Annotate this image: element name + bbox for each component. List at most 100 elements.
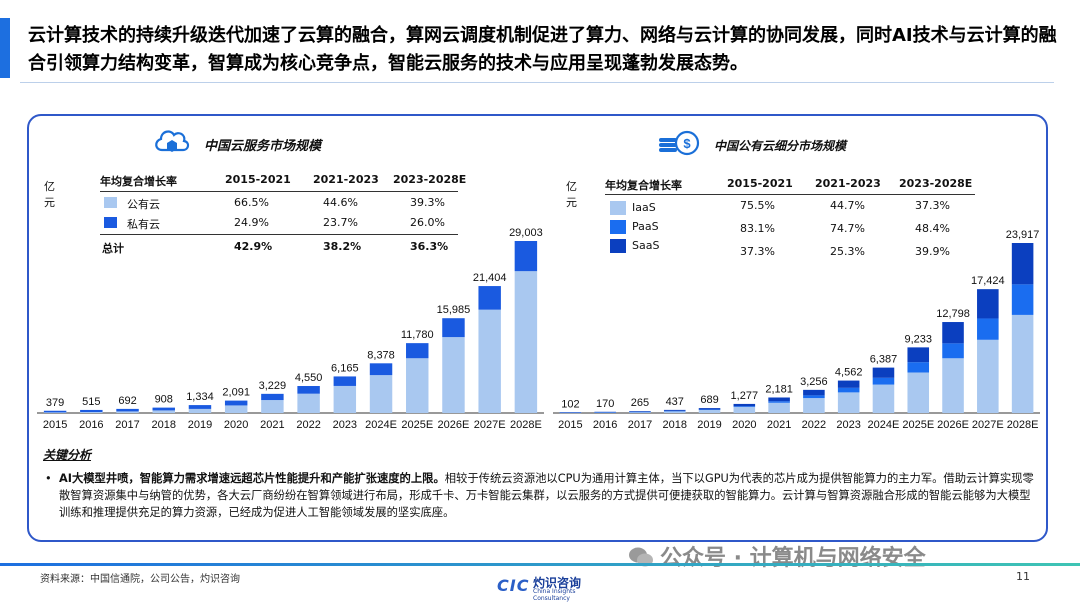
legend-swatch-public [104,197,117,208]
bar-公有云-2024E [369,375,393,413]
left-chart-title: 中国云服务市场规模 [204,139,322,154]
left-row-public-v2: 44.6% [323,196,358,209]
bar-SaaS-2028E [1011,243,1034,285]
right-row-saas-v3: 39.9% [915,245,950,258]
bar-SaaS-2021 [768,397,790,402]
footer-divider [0,563,1080,566]
x-tick-label: 2016 [79,419,103,431]
charts-panel [27,114,1048,542]
bar-私有云-2025E [406,343,429,359]
bar-total-label: 6,165 [331,362,359,374]
bar-IaaS-2017 [629,411,651,413]
x-tick-label: 2018 [152,419,176,431]
left-total-label: 总计 [102,242,124,255]
x-tick-label: 2019 [697,419,721,431]
right-chart-title: 中国公有云细分市场规模 [714,139,847,153]
left-row-private-v3: 26.0% [410,216,445,229]
bar-公有云-2026E [442,337,465,413]
cic-logo: CIC 灼识咨询 China Insights Consultancy [497,573,589,602]
coins-icon: $ [659,130,700,156]
left-total-v3: 36.3% [410,240,449,253]
x-tick-label: 2017 [628,419,652,431]
bar-公有云-2016 [80,411,103,413]
left-unit-label: 亿元 [44,180,55,209]
x-tick-label: 2025E [401,419,433,431]
bar-IaaS-2021 [768,402,790,413]
right-unit-label: 亿元 [566,180,577,209]
bar-SaaS-2016 [594,411,616,413]
x-tick-label: 2026E [438,419,470,431]
bar-total-label: 908 [155,394,173,406]
right-row-iaas-v2: 44.7% [830,199,865,212]
bar-私有云-2028E [514,241,538,272]
bar-公有云-2022 [297,393,320,413]
cloud-icon [155,130,190,152]
bar-PaaS-2018 [663,410,686,412]
bar-IaaS-2028E [1011,314,1034,413]
bar-total-label: 689 [700,394,718,406]
source-note: 资料来源：中国信通院，公司公告，灼识咨询 [40,574,240,585]
bar-公有云-2017 [116,411,139,413]
bar-公有云-2019 [188,408,212,413]
bar-公有云-2015 [43,412,67,413]
right-cagr-header: 年均复合增长率 [605,179,682,192]
bar-total-label: 2,181 [765,383,793,395]
bar-SaaS-2026E [942,322,964,344]
bar-SaaS-2019 [698,408,721,410]
bar-total-label: 1,277 [731,390,759,402]
left-period-2: 2021-2023 [313,173,379,186]
bar-公有云-2028E [514,271,538,413]
right-row-saas-v1: 37.3% [740,245,775,258]
right-row-iaas-v1: 75.5% [740,199,775,212]
bar-total-label: 9,233 [904,333,932,345]
wechat-watermark: 公众号 · 计算机与网络安全 [628,540,926,572]
bar-私有云-2018 [152,407,175,411]
right-row-paas-v2: 74.7% [830,222,865,235]
bar-IaaS-2027E [977,339,999,413]
analysis-detail: 相较于传统云资源池以CPU为通用计算主体，当下以GPU为代表的芯片成为提供智能算… [59,472,1034,519]
bar-私有云-2021 [261,393,284,401]
bar-私有云-2024E [369,363,393,376]
analysis-body: • AI大模型井喷，智能算力需求增速远超芯片性能提升和产能扩张速度的上限。相较于… [45,470,1035,521]
left-cagr-header: 年均复合增长率 [100,175,177,188]
x-tick-label: 2016 [593,419,617,431]
analysis-title: 关键分析 [43,448,92,462]
bar-私有云-2023 [333,376,357,386]
analysis-bold-lead: AI大模型井喷，智能算力需求增速远超芯片性能提升和产能扩张速度的上限。 [59,472,445,485]
bar-total-label: 11,780 [401,329,434,341]
bar-total-label: 692 [118,395,136,407]
left-table-top-rule [100,191,458,192]
bar-total-label: 265 [631,397,649,409]
left-row-private-v2: 23.7% [323,216,358,229]
page-number: 11 [1016,570,1030,583]
bar-私有云-2027E [478,286,501,310]
logo-cic: CIC [497,576,530,595]
x-tick-label: 2023 [836,419,860,431]
x-tick-label: 2028E [510,419,542,431]
bar-私有云-2020 [224,400,248,406]
right-row-saas-label: SaaS [632,239,660,252]
right-period-3: 2023-2028E [899,177,973,190]
logo-en: China Insights Consultancy [533,588,576,602]
bar-total-label: 170 [596,398,614,410]
right-period-2: 2021-2023 [815,177,881,190]
bar-total-label: 17,424 [971,275,1005,287]
left-row-public-v3: 39.3% [410,196,445,209]
bar-PaaS-2021 [768,401,790,403]
bar-SaaS-2023 [837,380,860,388]
right-table-rule [605,194,975,195]
bar-IaaS-2022 [803,398,825,413]
bar-total-label: 21,404 [473,272,507,284]
x-tick-label: 2015 [558,419,582,431]
x-tick-label: 2022 [802,419,826,431]
analysis-bullet: • [45,472,52,485]
x-tick-label: 2024E [868,419,900,431]
svg-text:$: $ [683,136,691,151]
bar-SaaS-2018 [663,409,686,411]
bar-total-label: 8,378 [367,349,395,361]
wechat-label: 公众号 · 计算机与网络安全 [660,546,926,571]
x-tick-label: 2026E [937,419,969,431]
bar-IaaS-2023 [837,392,860,413]
bar-total-label: 379 [46,397,64,409]
header-summary: 云计算技术的持续升级迭代加速了云算的融合，算网云调度机制促进了算力、网络与云计算… [28,25,1057,74]
